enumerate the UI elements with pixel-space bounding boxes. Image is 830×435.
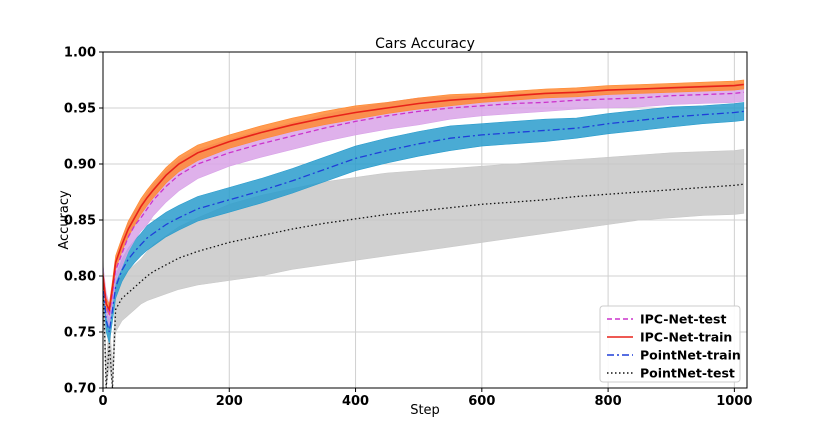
x-axis-label: Step [410, 403, 440, 418]
x-tick-label: 0 [98, 394, 107, 409]
chart-title: Cars Accuracy [375, 36, 475, 52]
x-axis: 0 200 400 600 800 1000 [98, 388, 752, 409]
x-tick-label: 400 [342, 394, 369, 409]
legend: IPC-Net-test IPC-Net-train PointNet-train P… [599, 305, 741, 383]
y-tick-label: 1.00 [64, 46, 96, 61]
x-tick-label: 1000 [716, 394, 752, 409]
y-tick-label: 0.75 [64, 326, 96, 341]
pointnet-test-line [103, 183, 744, 388]
series-lines [103, 83, 744, 388]
y-tick-label: 0.90 [64, 158, 96, 173]
x-tick-label: 200 [216, 394, 243, 409]
ipc-net-train-line [103, 83, 744, 313]
y-tick-label: 0.80 [64, 270, 96, 285]
y-axis: 0.70 0.75 0.80 0.85 0.90 0.95 1.00 [64, 46, 103, 397]
ipc-net-train-band [103, 79, 745, 317]
ipc-net-train-legend-label: IPC-Net-train [640, 330, 732, 345]
x-tick-label: 600 [468, 394, 495, 409]
y-tick-label: 0.95 [64, 102, 96, 117]
ipc-net-test-line [103, 91, 744, 316]
y-tick-label: 0.70 [64, 382, 96, 397]
y-tick-label: 0.85 [64, 214, 96, 229]
pointnet-train-band [103, 102, 745, 344]
pointnet-train-line [103, 110, 744, 333]
pointnet-test-legend-label: PointNet-test [640, 366, 735, 381]
legend-box [599, 305, 741, 383]
confidence-bands [103, 79, 745, 388]
y-axis-label: Accuracy [57, 190, 72, 250]
ipc-net-test-legend-label: IPC-Net-test [640, 312, 726, 327]
pointnet-train-legend-label: PointNet-train [640, 348, 741, 363]
x-tick-label: 800 [595, 394, 622, 409]
